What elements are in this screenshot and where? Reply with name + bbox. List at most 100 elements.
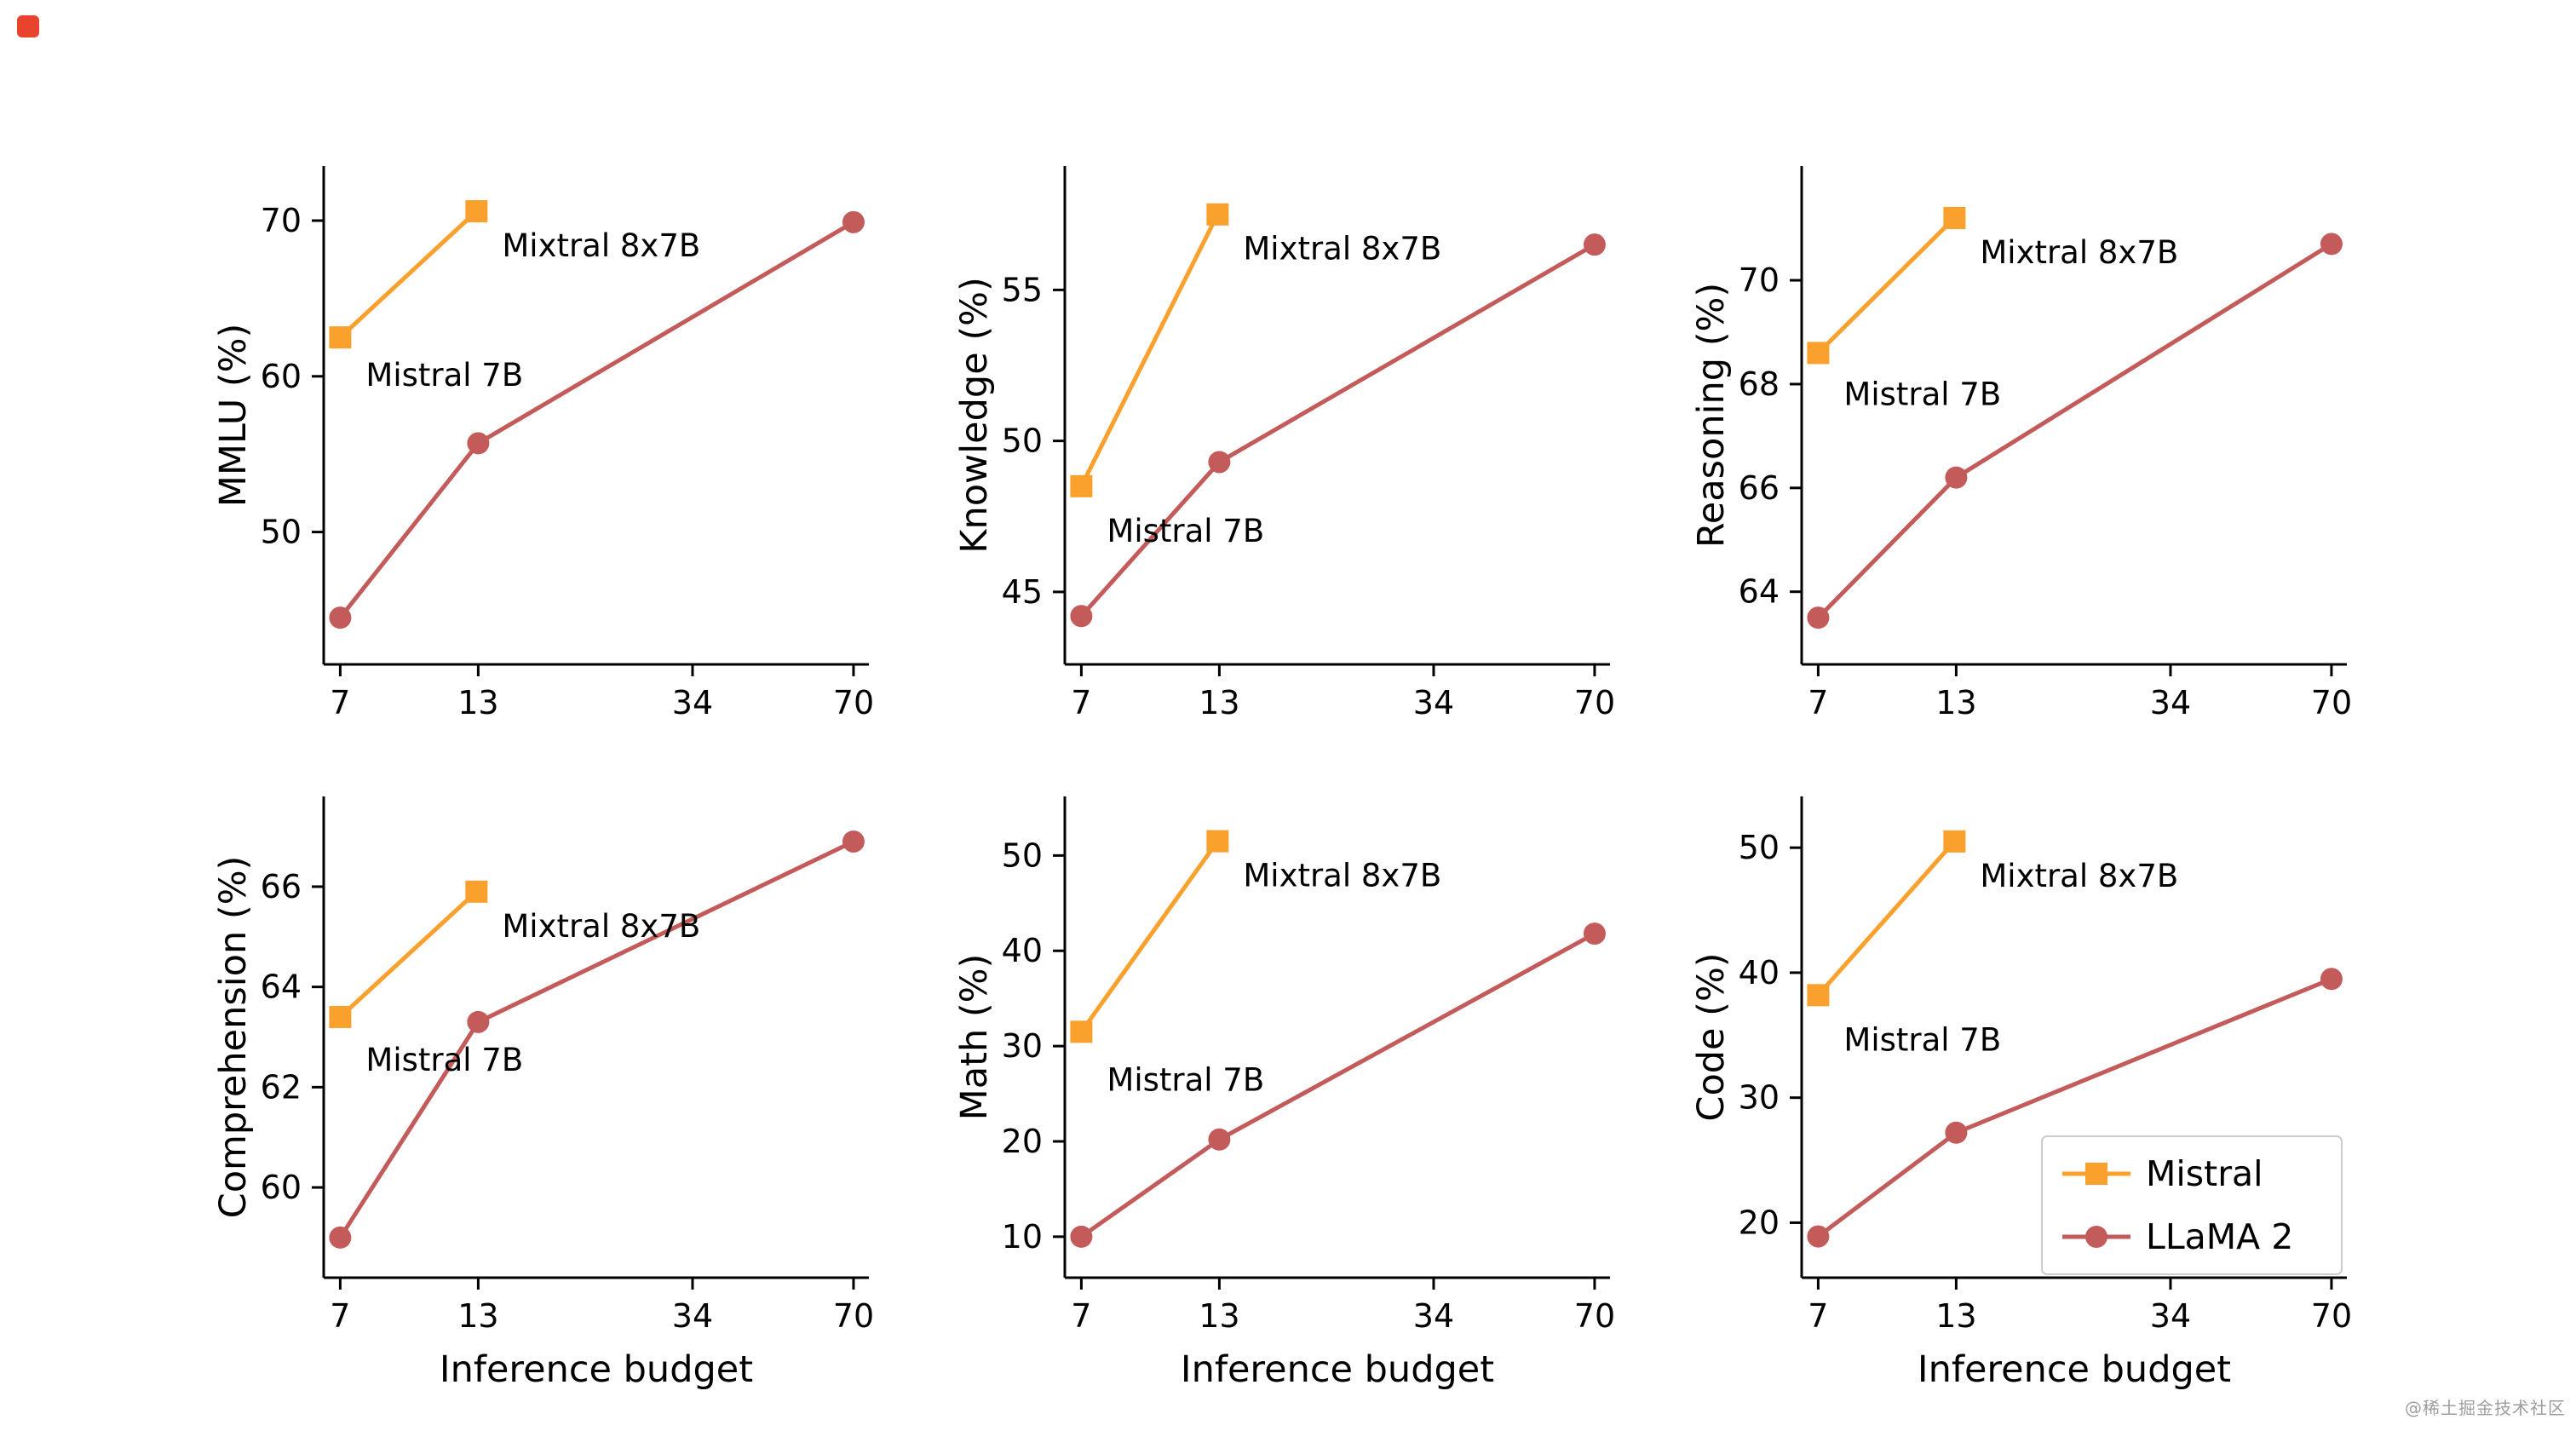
x-tick-label: 34: [1413, 1297, 1454, 1335]
data-point-mistral: [1070, 1020, 1093, 1043]
x-tick-label: 34: [672, 684, 713, 721]
y-axis-title: Comprehension (%): [212, 856, 255, 1219]
y-tick-label: 64: [261, 968, 302, 1006]
x-tick-label: 7: [330, 684, 350, 721]
x-tick-label: 70: [1574, 684, 1615, 721]
data-point-llama-2: [1583, 922, 1606, 945]
series-line-llama-2: [1815, 241, 2334, 620]
legend-box: [2041, 1135, 2343, 1275]
chart-knowledge: 45 50 55 7 13 34 70 Knowledge (%) Mixtral 8x7B Mi…: [953, 166, 1615, 721]
y-axis-title: Reasoning (%): [1690, 283, 1733, 548]
y-tick-label: 30: [1002, 1027, 1043, 1065]
legend: Mistral LLaMA 2: [2041, 1135, 2343, 1275]
annotation-mistral-7b: Mistral 7B: [1107, 1061, 1264, 1098]
x-tick-label: 7: [1071, 1297, 1091, 1335]
annotation-mixtral-8x7b: Mixtral 8x7B: [1243, 231, 1441, 267]
x-tick-label: 7: [1808, 1297, 1828, 1335]
data-point-llama-2: [2320, 968, 2343, 991]
data-point-llama-2: [1070, 1225, 1093, 1248]
data-point-llama-2: [1945, 1121, 1968, 1144]
series-line-llama-2: [337, 220, 856, 620]
x-tick-label: 7: [1808, 684, 1828, 721]
y-tick-label: 66: [1739, 469, 1780, 507]
y-tick-label: 45: [1002, 573, 1043, 611]
data-point-llama-2: [467, 1010, 490, 1033]
annotation-mixtral-8x7b: Mixtral 8x7B: [1243, 858, 1441, 894]
x-tick-label: 7: [330, 1297, 350, 1335]
y-tick-label: 50: [261, 514, 302, 551]
series-line-llama-2: [1078, 242, 1597, 618]
data-point-mistral: [1206, 830, 1229, 853]
y-tick-label: 40: [1739, 954, 1780, 991]
legend-label-llama-2: LLaMA 2: [2146, 1216, 2293, 1257]
data-point-llama-2: [1208, 1128, 1231, 1151]
watermark-text: @稀土掘金技术社区: [2405, 1398, 2566, 1418]
y-tick-label: 50: [1002, 422, 1043, 460]
series-line-llama-2: [337, 839, 856, 1240]
chart-comprehension: 60 62 64 66 7 13 34 70 Comprehension (%) Inferenc…: [212, 796, 874, 1391]
x-tick-label: 34: [2150, 1297, 2191, 1335]
y-tick-label: 60: [261, 358, 302, 395]
legend-label-mistral: Mistral: [2146, 1153, 2263, 1194]
legend-marker-llama-2: [2085, 1226, 2107, 1248]
x-tick-label: 34: [2150, 684, 2191, 721]
data-point-llama-2: [1070, 605, 1093, 628]
series-line-mistral: [1078, 839, 1220, 1034]
y-tick-label: 68: [1739, 365, 1780, 403]
annotation-mistral-7b: Mistral 7B: [1843, 376, 2001, 412]
x-tick-label: 34: [1413, 684, 1454, 721]
series-line-mistral: [1815, 839, 1957, 997]
chart-mmlu: 50 60 70 7 13 34 70 MMLU (%) Mixtral 8x7B Mistral…: [212, 166, 874, 721]
data-point-llama-2: [329, 606, 352, 629]
series-line-mistral: [337, 889, 479, 1020]
series-line-mistral: [1815, 216, 1957, 355]
data-point-mistral: [329, 326, 352, 349]
data-point-mistral: [1807, 984, 1830, 1007]
y-tick-label: 50: [1739, 829, 1780, 866]
data-point-llama-2: [1945, 466, 1968, 489]
legend-marker-mistral: [2085, 1163, 2107, 1185]
y-tick-label: 60: [261, 1169, 302, 1206]
y-axis-title: Knowledge (%): [953, 277, 996, 553]
annotation-mistral-7b: Mistral 7B: [365, 1042, 523, 1078]
data-point-mistral: [1807, 342, 1830, 365]
y-tick-label: 10: [1002, 1218, 1043, 1256]
y-tick-label: 70: [261, 202, 302, 239]
x-tick-label: 13: [1199, 1297, 1239, 1335]
annotation-mixtral-8x7b: Mixtral 8x7B: [502, 908, 700, 945]
data-point-mistral: [465, 200, 488, 223]
y-tick-label: 70: [1739, 261, 1780, 299]
x-tick-label: 13: [457, 684, 498, 721]
x-tick-label: 7: [1071, 684, 1091, 721]
x-tick-label: 13: [1935, 684, 1976, 721]
x-tick-label: 70: [833, 684, 874, 721]
data-point-llama-2: [467, 432, 490, 455]
y-tick-label: 30: [1739, 1079, 1780, 1117]
y-tick-label: 64: [1739, 573, 1780, 611]
x-tick-label: 13: [1935, 1297, 1976, 1335]
data-point-mistral: [1943, 830, 1966, 853]
x-tick-label: 70: [833, 1297, 874, 1335]
annotation-mistral-7b: Mistral 7B: [1843, 1021, 2001, 1058]
x-axis-title: Inference budget: [1181, 1348, 1494, 1391]
series-line-mistral: [337, 209, 479, 340]
y-tick-label: 66: [261, 868, 302, 905]
data-point-mistral: [1943, 206, 1966, 229]
y-tick-label: 20: [1739, 1204, 1780, 1241]
x-tick-label: 70: [2311, 1297, 2352, 1335]
x-tick-label: 70: [1574, 1297, 1615, 1335]
y-axis-title: MMLU (%): [212, 324, 255, 508]
data-point-llama-2: [842, 830, 865, 853]
y-axis-title: Math (%): [953, 954, 996, 1121]
y-tick-label: 55: [1002, 271, 1043, 308]
y-tick-label: 20: [1002, 1123, 1043, 1160]
annotation-mixtral-8x7b: Mixtral 8x7B: [502, 227, 700, 264]
series-line-mistral: [1078, 212, 1220, 489]
chart-math: 10 20 30 40 50 7 13 34 70 Math (%) Inference budge…: [953, 796, 1615, 1391]
x-axis-title: Inference budget: [440, 1348, 753, 1391]
data-point-llama-2: [1583, 233, 1606, 256]
x-tick-label: 34: [672, 1297, 713, 1335]
data-point-mistral: [465, 880, 488, 903]
